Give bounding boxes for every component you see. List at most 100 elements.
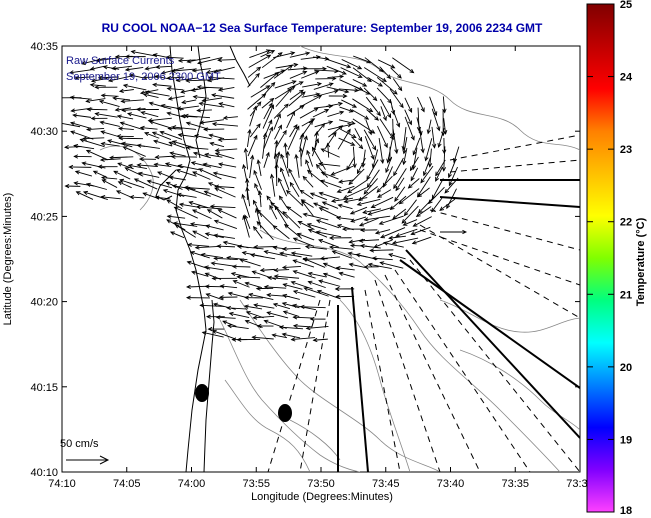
current-vector-head — [222, 320, 228, 325]
current-vector — [328, 125, 343, 138]
current-vector — [287, 126, 300, 150]
colorbar-title: Temperature (°C) — [635, 217, 647, 306]
current-vector — [392, 237, 419, 244]
current-vector — [299, 107, 319, 119]
current-vector-head — [200, 252, 206, 258]
colorbar — [586, 3, 615, 513]
current-vector-head — [437, 142, 442, 148]
current-vector-head — [166, 199, 172, 204]
current-vector — [291, 252, 313, 257]
current-vector — [178, 165, 200, 171]
current-vector-head — [217, 57, 222, 63]
current-vector-head — [254, 182, 259, 188]
current-vector-head — [278, 195, 284, 201]
current-vector-head — [256, 66, 262, 72]
current-vector-head — [290, 337, 296, 342]
current-vector — [263, 127, 273, 149]
current-vector-head — [448, 181, 453, 187]
current-vector-head — [186, 284, 191, 290]
current-vector — [176, 77, 198, 82]
current-vector — [299, 120, 313, 140]
current-vector-head — [194, 245, 200, 250]
current-vector — [213, 172, 237, 179]
current-vector — [337, 185, 355, 193]
current-vector-head — [338, 271, 344, 276]
current-vector-head — [114, 54, 120, 59]
current-vector-head — [274, 71, 280, 77]
current-vector-head — [307, 228, 313, 233]
current-vector — [177, 105, 199, 110]
current-vector — [178, 59, 196, 62]
current-vector-head — [347, 251, 353, 256]
current-vector-head — [160, 70, 166, 75]
current-vector — [272, 334, 288, 339]
current-vector-head — [283, 223, 289, 229]
current-vector-head — [206, 209, 212, 214]
current-vector — [313, 338, 328, 341]
current-vector-head — [92, 170, 98, 175]
current-vector — [318, 239, 339, 248]
current-vector-head — [308, 119, 314, 125]
current-vector-head — [339, 74, 345, 79]
current-vector-head — [426, 129, 431, 135]
current-vector-head — [367, 211, 373, 216]
current-vector-head — [190, 161, 196, 166]
current-vector — [249, 49, 271, 59]
current-vector — [156, 65, 172, 68]
current-vector-head — [393, 184, 398, 190]
current-vector-head — [420, 107, 425, 113]
x-axis-ticks: 74:10 74:05 74:00 73:55 73:50 73:45 73:40 73:35… — [48, 46, 594, 490]
current-vector-head — [113, 170, 119, 175]
current-vector — [252, 336, 274, 340]
current-vector — [75, 76, 95, 79]
current-vector-head — [256, 220, 262, 226]
current-vector-head — [79, 138, 85, 143]
current-vector-head — [279, 251, 285, 256]
current-vector — [306, 326, 329, 329]
current-vector — [327, 143, 330, 158]
current-vector-head — [129, 195, 135, 200]
current-vector — [412, 137, 421, 155]
current-vector — [444, 177, 459, 194]
current-vector-head — [226, 255, 232, 261]
current-vector-head — [256, 159, 261, 165]
current-vector-head — [307, 280, 313, 285]
current-vector-head — [140, 111, 146, 116]
current-vector-head — [401, 219, 407, 224]
current-vector — [253, 200, 263, 218]
current-vector-head — [210, 261, 216, 266]
current-vector-head — [294, 153, 299, 159]
current-vector-head — [198, 101, 204, 106]
current-vector — [301, 93, 320, 98]
current-vector-head — [300, 91, 306, 96]
current-vector — [223, 116, 238, 119]
current-vector-head — [251, 335, 257, 340]
current-vector-head — [86, 107, 92, 112]
current-vector-head — [204, 152, 210, 157]
current-vector — [350, 206, 368, 215]
current-vector — [349, 239, 366, 243]
current-vector — [392, 128, 398, 154]
current-vector-head — [269, 173, 275, 179]
current-vector — [435, 166, 443, 182]
current-vector-head — [337, 203, 343, 208]
current-vector-head — [214, 148, 220, 153]
current-vector — [186, 79, 212, 82]
current-vector-head — [312, 202, 318, 207]
x-tick-label: 73:55 — [242, 478, 270, 490]
current-vector-head — [288, 64, 294, 69]
current-vector — [261, 98, 274, 109]
current-vector-head — [298, 147, 303, 153]
current-vector-head — [64, 144, 69, 150]
current-vector — [242, 194, 251, 218]
current-vector-head — [74, 75, 80, 80]
current-vector — [327, 111, 344, 118]
current-vector-head — [245, 186, 250, 192]
current-vector — [176, 169, 197, 177]
current-vector-head — [351, 134, 357, 139]
current-vector-head — [334, 286, 340, 292]
current-vector — [390, 195, 407, 210]
current-vector-head — [443, 129, 448, 135]
current-vector — [305, 246, 327, 250]
current-vector — [119, 127, 134, 130]
